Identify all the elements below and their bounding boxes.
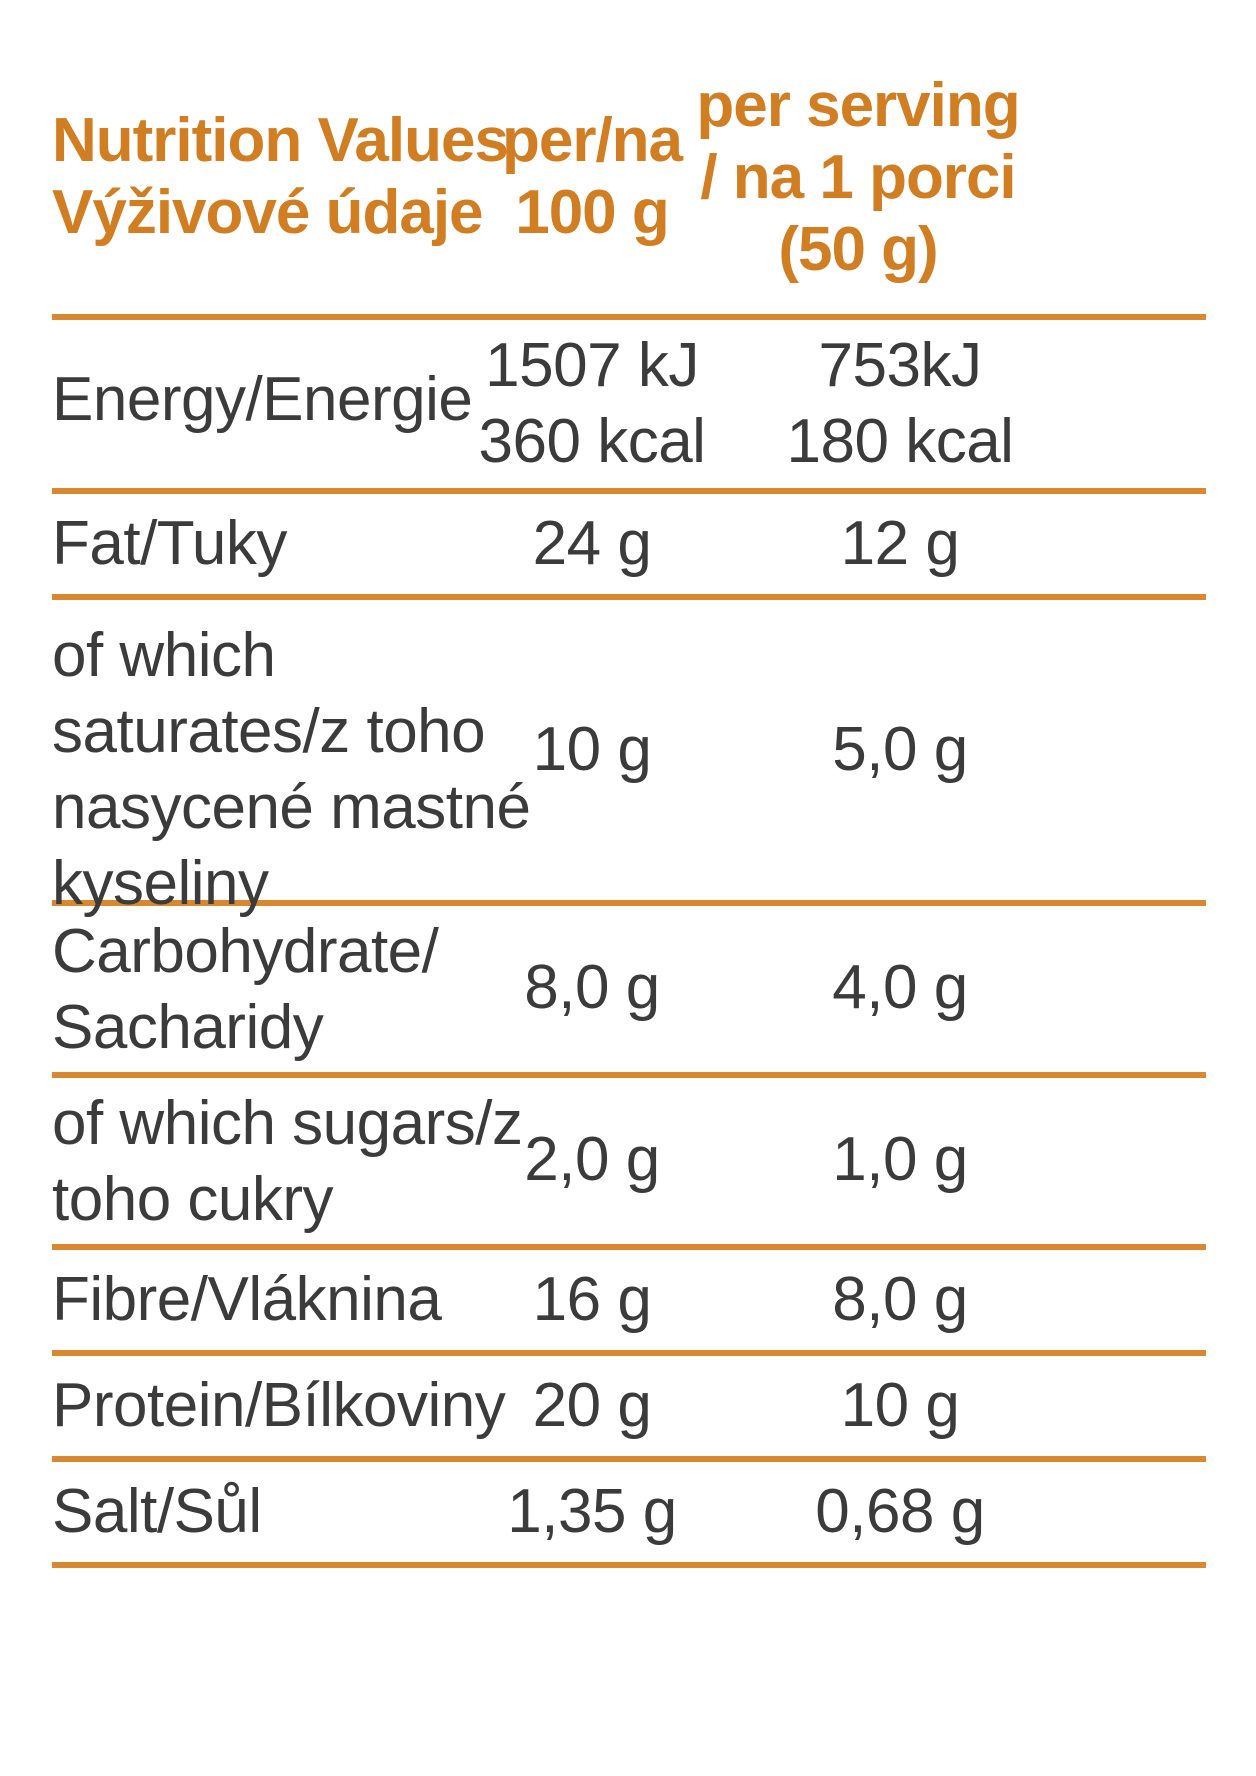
header-col1-line: 100 g	[515, 178, 670, 247]
row-label: of which saturates/z toho nasycené mastn…	[52, 618, 531, 922]
row-value-per100: 8,0 g	[412, 950, 772, 1026]
header-label: Nutrition Values Výživové údaje	[52, 105, 509, 249]
value-line: 2,0 g	[524, 1125, 660, 1194]
value-line: 180 kcal	[786, 407, 1014, 476]
row-value-per100: 1,35 g	[412, 1474, 772, 1550]
table-row: Fibre/Vláknina 16 g 8,0 g	[52, 1250, 1206, 1350]
row-label-line: Sacharidy	[52, 993, 324, 1062]
table-row: Energy/Energie 1507 kJ 360 kcal 753kJ 18…	[52, 320, 1206, 488]
row-label-line: Carbohydrate/	[52, 917, 439, 986]
row-value-serving: 12 g	[720, 506, 1080, 582]
divider	[52, 1244, 1206, 1250]
table-row: Carbohydrate/ Sacharidy 8,0 g 4,0 g	[52, 906, 1206, 1072]
row-label-line: Energy/Energie	[52, 365, 473, 434]
header-label-line: Nutrition Values	[52, 106, 509, 175]
value-line: 753kJ	[818, 331, 982, 400]
divider	[52, 594, 1206, 600]
row-label-line: of which	[52, 621, 276, 690]
value-line: 24 g	[532, 509, 652, 578]
row-value-serving: 0,68 g	[720, 1474, 1080, 1550]
nutrition-table: Nutrition Values Výživové údaje per/na 1…	[52, 0, 1206, 1568]
divider	[52, 1072, 1206, 1078]
value-line: 8,0 g	[524, 953, 660, 1022]
row-label: Fat/Tuky	[52, 506, 287, 582]
row-value-serving: 4,0 g	[720, 950, 1080, 1026]
header-col1-line: per/na	[501, 106, 683, 175]
header-col2-line: per serving	[696, 71, 1020, 140]
value-line: 12 g	[840, 509, 960, 578]
value-line: 4,0 g	[832, 953, 968, 1022]
row-label-line: kyseliny	[52, 849, 269, 918]
row-value-serving: 8,0 g	[720, 1262, 1080, 1338]
value-line: 10 g	[840, 1371, 960, 1440]
row-label: Energy/Energie	[52, 362, 473, 438]
row-label-line: toho cukry	[52, 1165, 334, 1234]
table-header: Nutrition Values Výživové údaje per/na 1…	[52, 0, 1206, 314]
divider	[52, 1456, 1206, 1462]
row-label: Fibre/Vláknina	[52, 1262, 442, 1338]
row-value-per100: 20 g	[412, 1368, 772, 1444]
row-label-line: of which sugars/z	[52, 1089, 523, 1158]
row-value-per100: 1507 kJ 360 kcal	[412, 328, 772, 480]
row-label-line: saturates/z toho	[52, 697, 486, 766]
row-label-line: Fat/Tuky	[52, 509, 287, 578]
divider	[52, 900, 1206, 906]
row-label-line: Fibre/Vláknina	[52, 1265, 442, 1334]
value-line: 1,0 g	[832, 1125, 968, 1194]
row-label-line: Salt/Sůl	[52, 1477, 262, 1546]
value-line: 1,35 g	[507, 1477, 677, 1546]
row-label: Protein/Bílkoviny	[52, 1368, 506, 1444]
divider	[52, 314, 1206, 320]
value-line: 5,0 g	[832, 715, 968, 784]
table-row: Salt/Sůl 1,35 g 0,68 g	[52, 1462, 1206, 1562]
value-line: 10 g	[532, 715, 652, 784]
row-value-serving: 753kJ 180 kcal	[720, 328, 1080, 480]
header-label-line: Výživové údaje	[52, 178, 484, 247]
row-label-line: Protein/Bílkoviny	[52, 1371, 506, 1440]
row-label: Carbohydrate/ Sacharidy	[52, 914, 439, 1066]
header-per-serving: per serving / na 1 porci (50 g)	[678, 70, 1038, 286]
value-line: 16 g	[532, 1265, 652, 1334]
value-line: 0,68 g	[815, 1477, 985, 1546]
divider	[52, 1562, 1206, 1568]
value-line: 360 kcal	[478, 407, 706, 476]
table-row: Protein/Bílkoviny 20 g 10 g	[52, 1356, 1206, 1456]
value-line: 20 g	[532, 1371, 652, 1440]
table-row: of which sugars/z toho cukry 2,0 g 1,0 g	[52, 1078, 1206, 1244]
row-value-per100: 2,0 g	[412, 1122, 772, 1198]
row-value-serving: 10 g	[720, 1368, 1080, 1444]
divider	[52, 488, 1206, 494]
header-col2-line: / na 1 porci	[700, 143, 1016, 212]
value-line: 8,0 g	[832, 1265, 968, 1334]
row-value-serving: 1,0 g	[720, 1122, 1080, 1198]
row-value-serving: 5,0 g	[720, 712, 1080, 788]
table-row: Fat/Tuky 24 g 12 g	[52, 494, 1206, 594]
row-label: of which sugars/z toho cukry	[52, 1086, 523, 1238]
row-value-per100: 10 g	[412, 712, 772, 788]
row-value-per100: 16 g	[412, 1262, 772, 1338]
table-row: of which saturates/z toho nasycené mastn…	[52, 600, 1206, 918]
divider	[52, 1350, 1206, 1356]
header-col2-line: (50 g)	[778, 215, 938, 284]
row-label: Salt/Sůl	[52, 1474, 262, 1550]
header-per-100g: per/na 100 g	[412, 105, 772, 249]
value-line: 1507 kJ	[485, 331, 699, 400]
row-value-per100: 24 g	[412, 506, 772, 582]
row-label-line: nasycené mastné	[52, 773, 531, 842]
